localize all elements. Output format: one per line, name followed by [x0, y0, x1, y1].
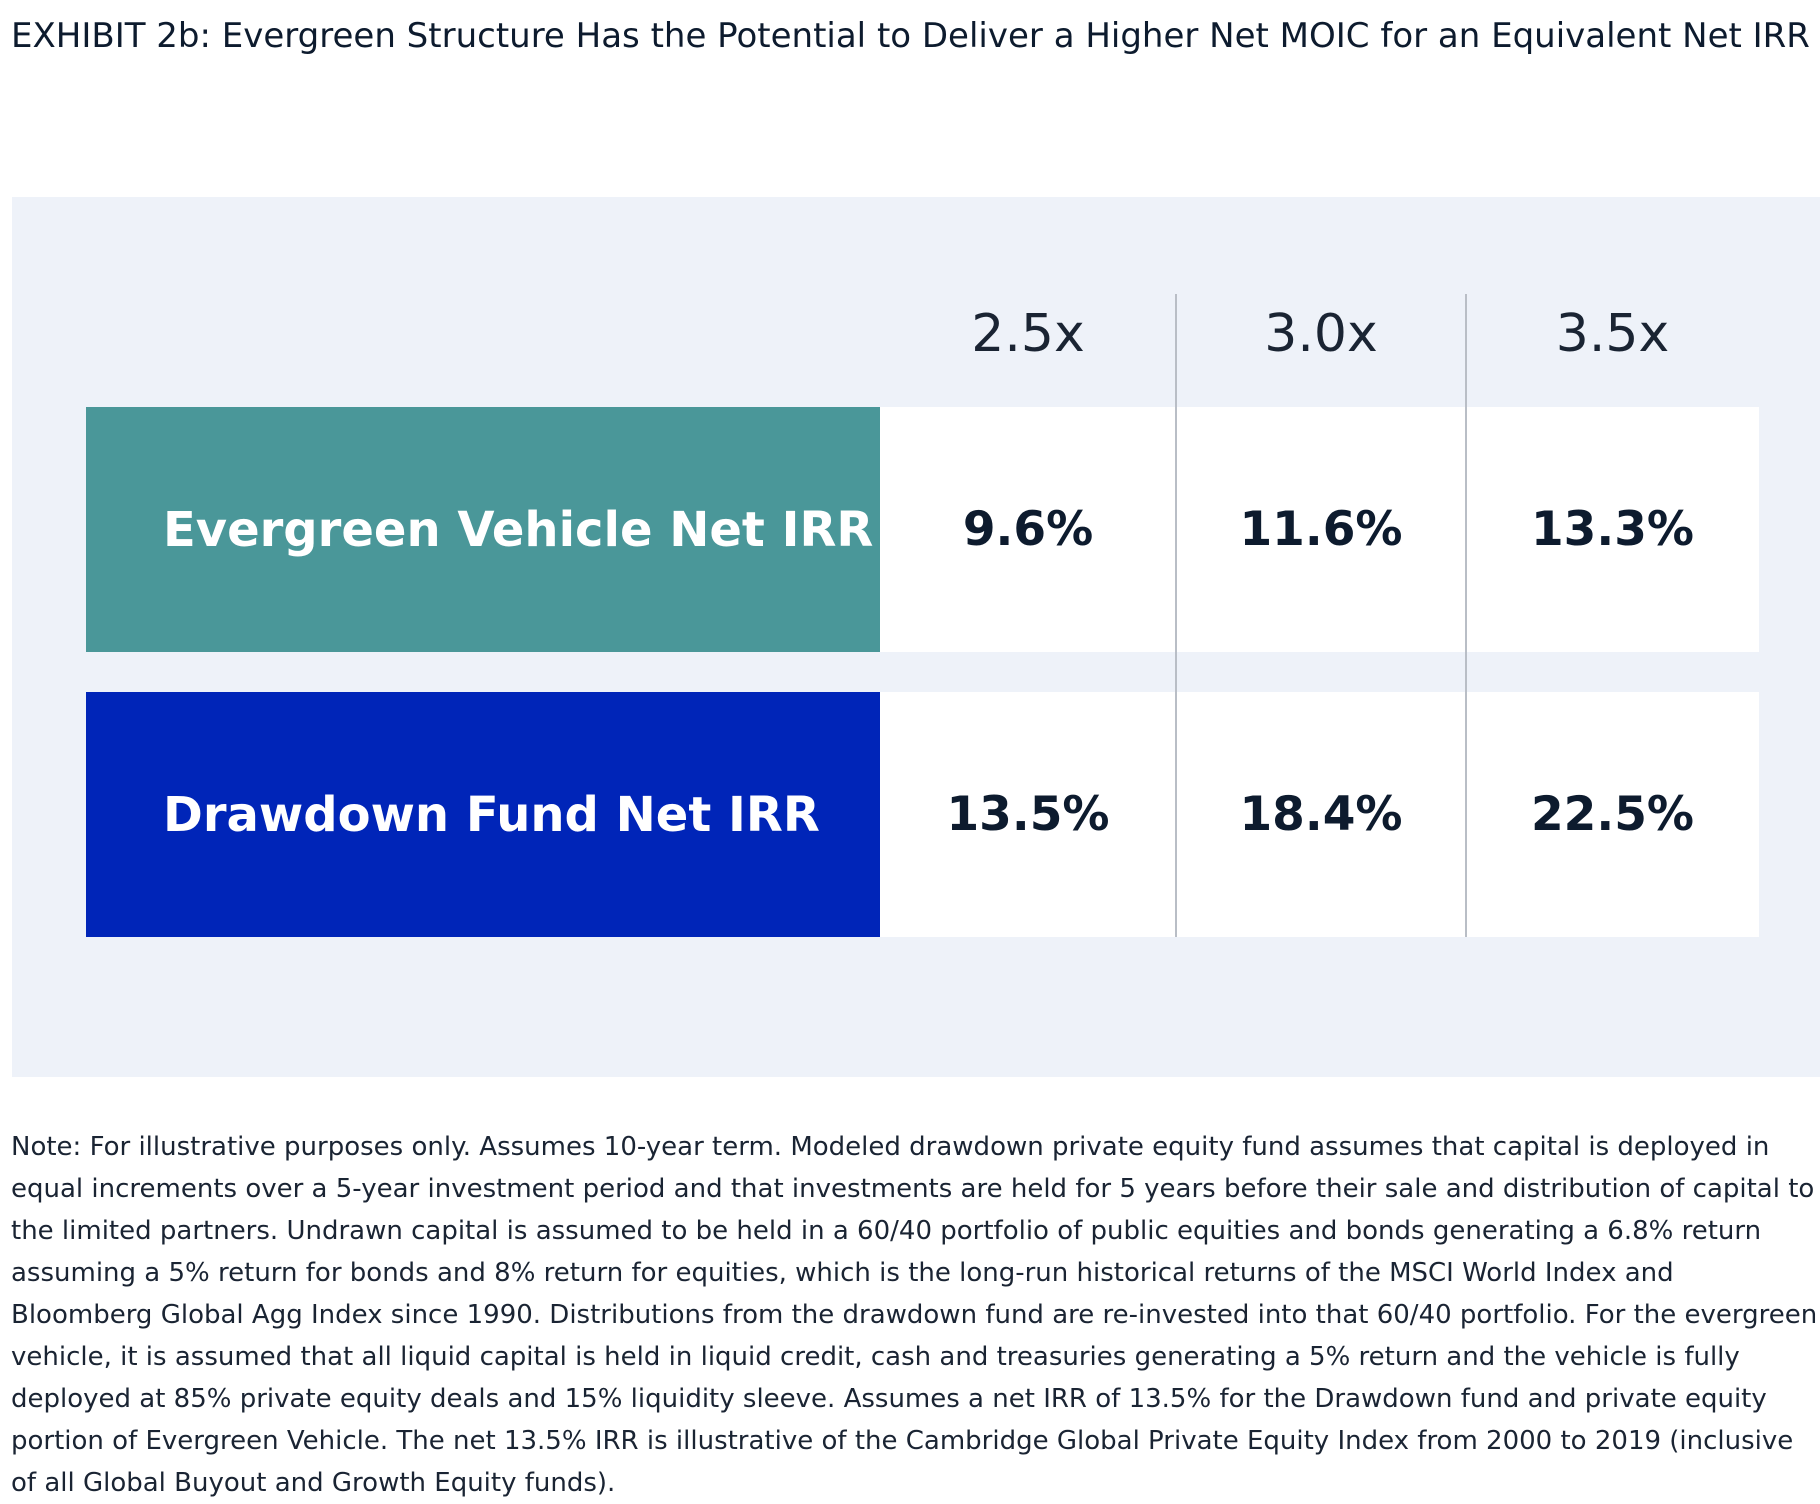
column-header: 3.0x: [1264, 304, 1378, 364]
cell-value: 11.6%: [1239, 502, 1403, 557]
title: EXHIBIT 2b: Evergreen Structure Has the …: [11, 16, 1810, 56]
column-header: 3.5x: [1555, 304, 1670, 364]
column-header: 2.5x: [971, 304, 1085, 364]
row-background: [880, 692, 1759, 937]
row-background: [880, 407, 1759, 652]
column-divider: [1175, 294, 1177, 937]
note: Note: For illustrative purposes only. As…: [11, 1132, 1818, 1498]
cell-value: 13.5%: [946, 787, 1110, 842]
page: Exhibit 2b {"title": "EXHIBIT 2b: Evergr…: [11, 16, 1820, 1498]
column-divider: [1465, 294, 1467, 937]
page-body: EXHIBIT 2b: Evergreen Structure Has the …: [11, 16, 1820, 1498]
row-label: Evergreen Vehicle Net IRR: [86, 407, 880, 652]
cell-value: 13.3%: [1530, 502, 1695, 557]
row-label: Drawdown Fund Net IRR: [86, 692, 880, 937]
cell-value: 18.4%: [1239, 787, 1403, 842]
cell-value: 22.5%: [1530, 787, 1695, 842]
cell-value: 9.6%: [962, 502, 1094, 557]
